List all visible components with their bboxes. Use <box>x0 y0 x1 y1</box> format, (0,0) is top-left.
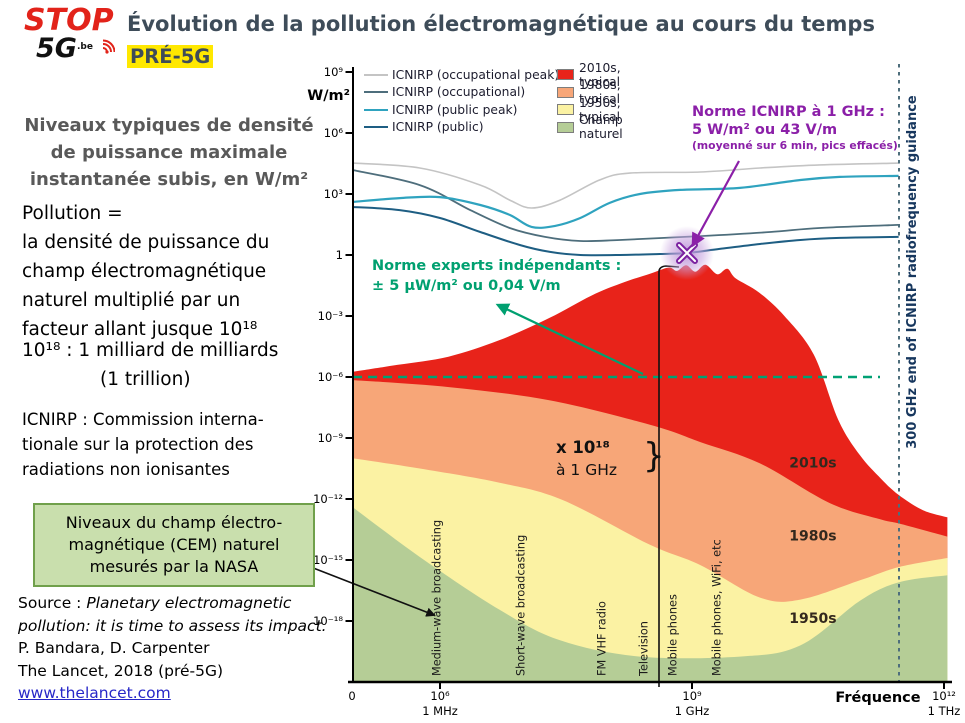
icnirp-limit-lines <box>352 162 899 257</box>
legend-item: 2010s, typical <box>557 61 623 89</box>
legend-lines-column: ICNIRP (occupational peak) ICNIRP (occup… <box>364 66 559 136</box>
frequency-band-label: Mobile phones, WiFi, etc <box>710 539 723 676</box>
legend-fills-column: 2010s, typical 1980s, typical 1950s, typ… <box>557 61 623 141</box>
decade-label: 1980s <box>789 529 836 545</box>
legend-item: 1950s, typical <box>557 96 623 124</box>
multiplier-annotation: x 10¹⁸ à 1 GHz <box>556 438 618 479</box>
decade-area-labels: 2010s 1980s 1950s <box>789 455 836 627</box>
stacked-areas <box>352 264 948 682</box>
icnirp-1ghz-x-marker <box>676 242 698 264</box>
legend-line-swatch <box>364 108 388 111</box>
frequency-band-label: FM VHF radio <box>595 601 608 676</box>
logo-stop-text: STOP <box>24 3 114 38</box>
pre-5g-badge: PRÉ-5G <box>127 45 214 68</box>
axis-ticks: 10⁹ 10⁶ 10³ 1 10⁻³ 10⁻⁶ 10⁻⁹ 10⁻¹² 10⁻¹⁵ 10⁻¹⁸ 10⁶… <box>313 65 960 718</box>
y-axis-unit-label: W/m² <box>307 88 350 104</box>
line-icnirp-occupational-peak- <box>352 162 899 209</box>
y-tick-label: 10⁻⁶ <box>318 370 344 384</box>
frequency-band-label: Mobile phones <box>667 594 680 676</box>
legend-line-swatch <box>364 91 388 94</box>
y-tick-label: 10⁹ <box>324 65 344 79</box>
frequency-band-labels: Medium-wave broadcasting Short-wave broad… <box>431 520 724 677</box>
y-tick-label: 10³ <box>324 187 344 201</box>
legend-item: ICNIRP (occupational peak) <box>364 66 559 84</box>
legend-item: 1980s, typical <box>557 78 623 106</box>
logo-be-text: .be <box>76 42 93 52</box>
legend-fill-swatch <box>557 86 574 98</box>
x-tick-sublabel: 1 MHz <box>422 704 458 718</box>
x-axis-title: Fréquence <box>835 690 920 706</box>
wifi-signal-icon <box>102 39 115 54</box>
source-link[interactable]: www.thelancet.com <box>18 684 171 702</box>
nasa-note-box: Niveaux du champ électro- magnétique (CE… <box>33 503 315 587</box>
line-icnirp-public- <box>352 206 899 257</box>
source-citation: Source : Planetary electromagnetic pollu… <box>18 594 327 635</box>
source-journal: The Lancet, 2018 (pré-5G) <box>18 661 224 680</box>
x-tick-label: 10¹² <box>932 689 956 703</box>
decade-label: 2010s <box>789 455 836 471</box>
y-tick-label: 10⁻³ <box>318 309 344 323</box>
legend-line-swatch <box>364 126 388 129</box>
right-axis-guidance-label: 300 GHz end of ICNIRP radiofrequency gui… <box>905 95 920 449</box>
chart-legend: ICNIRP (occupational peak) ICNIRP (occup… <box>364 61 623 141</box>
stop5g-logo: STOP 5G .be <box>24 6 124 62</box>
x-tick-sublabel: 1 THz <box>928 704 961 718</box>
purple-arrow <box>691 160 740 248</box>
nasa-box-arrow <box>302 563 436 617</box>
legend-item: ICNIRP (public) <box>364 119 559 137</box>
page-title: Évolution de la pollution électromagnéti… <box>127 12 875 36</box>
area-champ-naturel <box>352 507 948 682</box>
x-axis-zero-label: 0 <box>348 689 355 703</box>
legend-fill-swatch <box>557 69 574 81</box>
legend-line-swatch <box>364 73 388 76</box>
frequency-band-label: Medium-wave broadcasting <box>431 520 444 676</box>
legend-item: Champ naturel <box>557 113 623 141</box>
legend-fill-swatch <box>557 121 574 133</box>
trillion-note: 10¹⁸ : 1 milliard de milliards (1 trilli… <box>22 340 279 390</box>
y-tick-label: 10⁻⁹ <box>318 431 344 445</box>
frequency-band-label: Television <box>637 621 650 677</box>
x-tick-label: 10⁶ <box>430 689 450 703</box>
multiplier-brace: } <box>643 436 665 476</box>
y-tick-label: 1 <box>336 248 343 262</box>
intro-text: Niveaux typiques de densité de puissance… <box>24 115 314 190</box>
line-icnirp-occupational- <box>352 169 899 243</box>
legend-item: ICNIRP (public peak) <box>364 101 559 119</box>
green-arrow <box>495 303 644 375</box>
x-tick-sublabel: 1 GHz <box>675 704 710 718</box>
y-tick-label: 10⁻¹² <box>313 492 343 506</box>
logo-5g-text: 5G <box>36 33 77 64</box>
frequency-band-label: Short-wave broadcasting <box>515 535 528 676</box>
y-tick-label: 10⁻¹⁵ <box>313 553 343 567</box>
pollution-definition: Pollution = la densité de puissance du c… <box>22 203 270 340</box>
legend-item: ICNIRP (occupational) <box>364 84 559 102</box>
line-icnirp-public-peak- <box>352 174 899 229</box>
y-tick-label: 10⁶ <box>324 126 344 140</box>
source-authors: P. Bandara, D. Carpenter <box>18 639 210 657</box>
source-block: Source : Planetary electromagnetic pollu… <box>18 592 332 705</box>
icnirp-definition: ICNIRP : Commission interna- tionale sur… <box>22 410 264 479</box>
decade-label: 1950s <box>789 611 836 627</box>
source-paper-title: Planetary electromagnetic pollution: it … <box>18 594 327 635</box>
legend-fill-swatch <box>557 104 574 116</box>
y-tick-label: 10⁻¹⁸ <box>313 614 343 628</box>
independent-experts-annotation: Norme experts indépendants : ± 5 µW/m² o… <box>372 258 622 294</box>
x-tick-label: 10⁹ <box>682 689 702 703</box>
icnirp-norm-annotation: Norme ICNIRP à 1 GHz : 5 W/m² ou 43 V/m … <box>692 104 898 152</box>
